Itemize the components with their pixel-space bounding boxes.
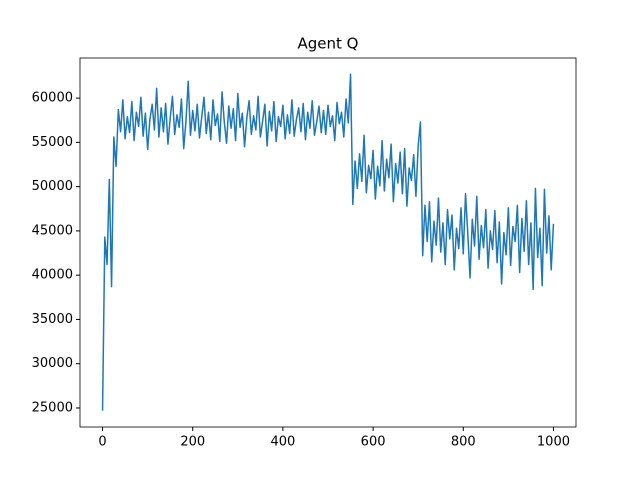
x-tick-label: 0 <box>98 435 106 450</box>
y-tick-label: 25000 <box>32 400 73 415</box>
y-tick-label: 60000 <box>32 91 73 106</box>
y-tick-label: 55000 <box>32 135 73 150</box>
x-tick-label: 600 <box>361 435 386 450</box>
plot-frame <box>79 57 577 428</box>
y-tick-label: 30000 <box>32 356 73 371</box>
y-tick-label: 45000 <box>32 223 73 238</box>
line-series <box>101 73 555 411</box>
x-tick-label: 200 <box>180 435 205 450</box>
y-tick-label: 50000 <box>32 179 73 194</box>
x-tick-label: 400 <box>270 435 295 450</box>
x-tick-label: 1000 <box>537 435 570 450</box>
y-tick-label: 35000 <box>32 312 73 327</box>
y-tick-label: 40000 <box>32 268 73 283</box>
x-tick-label: 800 <box>451 435 476 450</box>
chart-title: Agent Q <box>298 35 359 53</box>
